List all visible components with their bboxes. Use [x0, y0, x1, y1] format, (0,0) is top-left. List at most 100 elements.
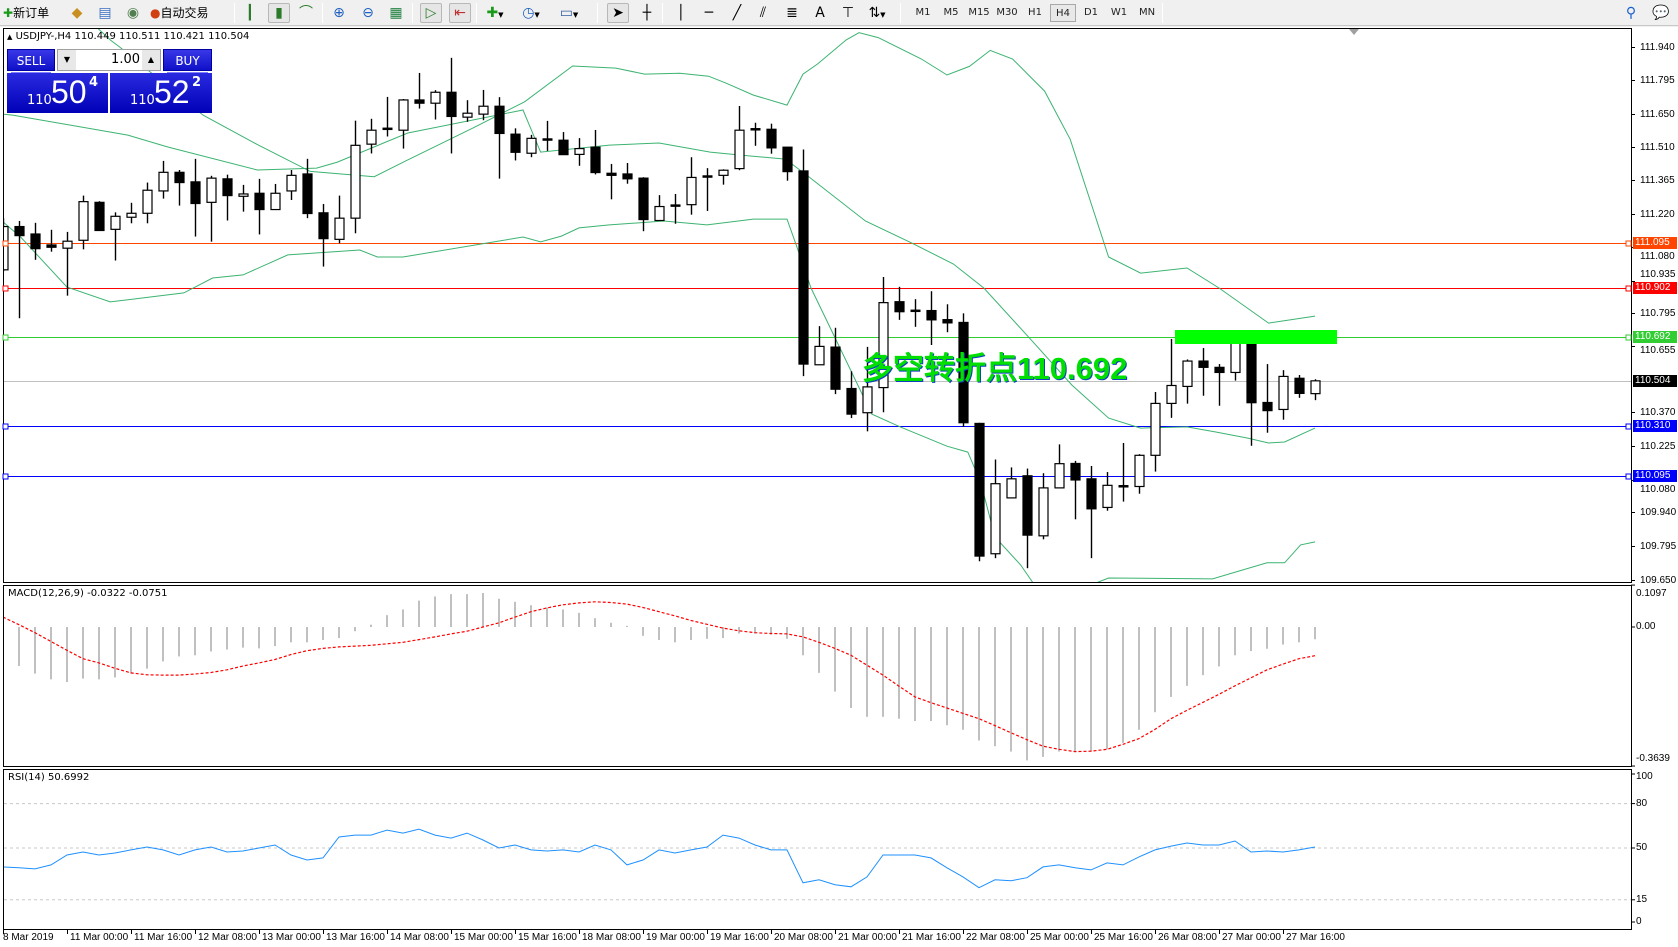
timeframe-w1-button[interactable]: W1: [1110, 7, 1128, 18]
search-button[interactable]: ⚲: [1620, 3, 1642, 23]
timeframe-h1-button[interactable]: H1: [1028, 7, 1042, 18]
bullish-candle: [366, 118, 377, 154]
zoom-in-button[interactable]: ⊕: [328, 3, 350, 23]
candle-body: [590, 146, 601, 174]
candle-body: [270, 192, 281, 211]
level-price-label: 110.310: [1633, 420, 1677, 432]
level-handle-left: [2, 473, 9, 480]
lot-increase-button[interactable]: ▲: [142, 50, 160, 70]
auto-scroll-button[interactable]: ▷: [420, 3, 442, 23]
chart-shift-button[interactable]: ⇤: [449, 3, 471, 23]
macd-histogram-bar: [418, 600, 420, 627]
indicators-icon: ✚: [486, 5, 499, 21]
macd-histogram-bar: [210, 627, 212, 652]
templates-dropdown[interactable]: ▭▼: [558, 3, 580, 23]
zoom-out-button[interactable]: ⊖: [357, 3, 379, 23]
arrows-dropdown[interactable]: ⇅▼: [866, 3, 888, 23]
bid-price-label: 110.504: [1633, 375, 1677, 387]
time-axis-label: 13 Mar 00:00: [262, 932, 321, 943]
pivot-annotation-text[interactable]: 多空转折点110.692: [862, 351, 1128, 386]
buy-button[interactable]: BUY: [163, 49, 212, 73]
bearish-candle: [974, 422, 985, 562]
text-label-button[interactable]: ⊤: [837, 3, 859, 23]
data-window-button[interactable]: ▤: [94, 3, 116, 23]
candle-body: [526, 137, 537, 154]
timeframe-m15-button[interactable]: M15: [968, 7, 990, 18]
macd-histogram-bar: [786, 627, 788, 639]
lot-size-stepper[interactable]: ▼ 1.00 ▲: [57, 49, 161, 71]
fibonacci-button[interactable]: ≣: [781, 3, 803, 23]
timeframe-m5-button[interactable]: M5: [943, 7, 959, 18]
candle-body: [1198, 360, 1209, 368]
rsi-axis-label: 0: [1636, 916, 1642, 927]
bollinger-upper-band: [97, 29, 1316, 324]
macd-histogram-bar: [370, 624, 372, 627]
time-axis-label: 13 Mar 16:00: [326, 932, 385, 943]
rsi-line: [4, 828, 1316, 889]
trendline-button[interactable]: ╱: [726, 3, 748, 23]
chevron-down-icon: ▼: [534, 11, 540, 19]
macd-histogram-bar: [866, 627, 868, 717]
candle-body: [222, 178, 233, 197]
candle-body: [110, 215, 121, 230]
line-chart-icon: ⌒: [299, 5, 313, 21]
candle-body: [846, 387, 857, 415]
chat-button[interactable]: 💬: [1650, 3, 1672, 23]
candle-body: [78, 201, 89, 241]
timeframe-mn-button[interactable]: MN: [1138, 7, 1156, 18]
price-axis-label: 110.225: [1640, 440, 1676, 452]
bullish-candle: [526, 134, 537, 158]
line-chart-button[interactable]: ⌒: [295, 3, 317, 23]
bullish-candle: [862, 346, 873, 432]
bullish-candle: [718, 169, 729, 185]
price-axis-label: 109.940: [1640, 506, 1677, 518]
equidistant-channel-button[interactable]: ⫽: [752, 3, 774, 23]
sell-button[interactable]: SELL: [7, 49, 55, 73]
bearish-candle: [542, 120, 553, 151]
level-handle-right: [1625, 285, 1632, 292]
timeframe-h4-button[interactable]: H4: [1050, 4, 1076, 22]
candle-body: [318, 212, 329, 240]
timeframe-m1-button[interactable]: M1: [915, 7, 931, 18]
vertical-line-button[interactable]: │: [670, 3, 692, 23]
candle-body: [942, 319, 953, 324]
market-watch-button[interactable]: ◆: [66, 3, 88, 23]
cursor-button[interactable]: ➤: [607, 3, 629, 23]
macd-histogram-bar: [1090, 627, 1092, 752]
indicators-dropdown[interactable]: ✚▼: [484, 3, 506, 23]
bullish-candle: [910, 299, 921, 327]
crosshair-button[interactable]: ┼: [636, 3, 658, 23]
timeframe-m30-button[interactable]: M30: [996, 7, 1018, 18]
periods-dropdown[interactable]: ◷▼: [520, 3, 542, 23]
pivot-zone-rectangle[interactable]: [1175, 330, 1337, 344]
price-axis-label: 110.655: [1640, 344, 1676, 356]
collapse-triangle-icon[interactable]: ▲: [7, 33, 13, 41]
bullish-candle: [142, 182, 153, 224]
time-axis-label: 12 Mar 08:00: [198, 932, 257, 943]
timeframe-d1-button[interactable]: D1: [1083, 7, 1099, 18]
bearish-candle: [510, 128, 521, 161]
tile-windows-button[interactable]: ▦: [385, 3, 407, 23]
chart-shift-marker[interactable]: [1349, 29, 1359, 35]
horizontal-line-button[interactable]: ─: [698, 3, 720, 23]
navigator-button[interactable]: ◉: [122, 3, 144, 23]
new-order-button[interactable]: ✚新订单: [3, 6, 50, 20]
auto-trading-button[interactable]: ●自动交易: [150, 6, 209, 20]
bearish-candle: [318, 203, 329, 267]
candle-body: [734, 129, 745, 170]
sell-price-box[interactable]: 110 50 4: [7, 73, 108, 113]
price-axis-label: 111.510: [1640, 141, 1675, 153]
bullish-candle: [1102, 472, 1113, 511]
bar-chart-button[interactable]: ┃: [239, 3, 261, 23]
lot-decrease-button[interactable]: ▼: [58, 50, 76, 70]
separator: [1162, 3, 1163, 23]
candle-body: [1182, 360, 1193, 388]
lot-size-input[interactable]: 1.00: [111, 52, 140, 67]
text-button[interactable]: A: [809, 3, 831, 23]
bullish-candle: [686, 157, 697, 215]
candlestick-button[interactable]: ▮: [268, 3, 290, 23]
time-axis-label: 11 Mar 00:00: [70, 932, 129, 943]
bearish-candle: [222, 174, 233, 221]
buy-price-box[interactable]: 110 52 2: [110, 73, 212, 113]
